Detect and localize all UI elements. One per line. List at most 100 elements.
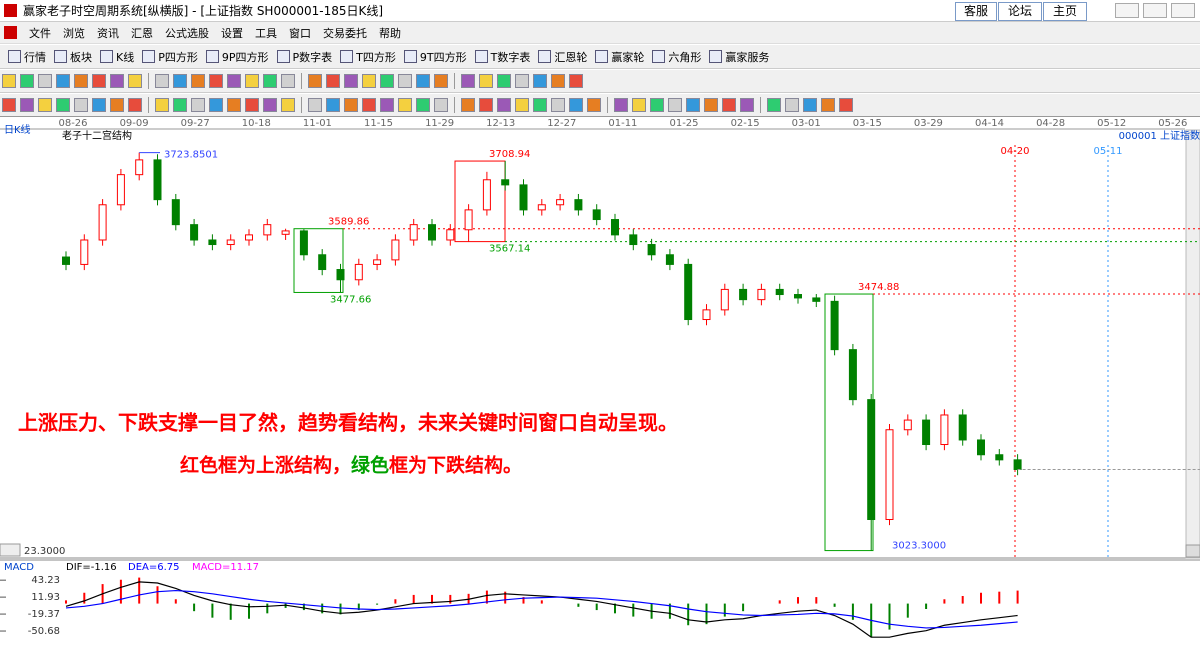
toolbar-icon[interactable]: [362, 98, 376, 112]
toolbar-icon[interactable]: [209, 74, 223, 88]
toolbar-icon[interactable]: [92, 98, 106, 112]
maximize-button[interactable]: [1143, 3, 1167, 18]
toolbar-icon[interactable]: [173, 74, 187, 88]
toolbar-icon[interactable]: [56, 74, 70, 88]
toolbar-button[interactable]: P四方形: [142, 49, 198, 65]
toolbar-icon[interactable]: [434, 74, 448, 88]
toolbar-icon[interactable]: [497, 74, 511, 88]
toolbar-icon[interactable]: [704, 98, 718, 112]
toolbar-icon[interactable]: [56, 98, 70, 112]
toolbar-icon[interactable]: [416, 74, 430, 88]
toolbar-icon[interactable]: [308, 98, 322, 112]
toolbar-icon[interactable]: [20, 98, 34, 112]
toolbar-button[interactable]: 板块: [54, 49, 92, 65]
link-button[interactable]: 论坛: [998, 2, 1042, 21]
close-button[interactable]: [1171, 3, 1195, 18]
toolbar-icon[interactable]: [38, 98, 52, 112]
toolbar-icon[interactable]: [245, 98, 259, 112]
toolbar-icon[interactable]: [821, 98, 835, 112]
menu-item[interactable]: 工具: [255, 26, 277, 40]
toolbar-button[interactable]: 9P四方形: [205, 49, 269, 65]
toolbar-button[interactable]: K线: [100, 49, 134, 65]
toolbar-icon[interactable]: [191, 98, 205, 112]
toolbar-icon[interactable]: [2, 98, 16, 112]
toolbar-button[interactable]: 赢家轮: [595, 49, 644, 65]
toolbar-icon[interactable]: [479, 74, 493, 88]
toolbar-icon[interactable]: [173, 98, 187, 112]
toolbar-icon[interactable]: [191, 74, 205, 88]
toolbar-icon[interactable]: [308, 74, 322, 88]
menu-item[interactable]: 公式选股: [165, 26, 209, 40]
toolbar-icon[interactable]: [722, 98, 736, 112]
toolbar-icon[interactable]: [380, 74, 394, 88]
toolbar-icon[interactable]: [668, 98, 682, 112]
toolbar-icon[interactable]: [434, 98, 448, 112]
menu-item[interactable]: 交易委托: [323, 26, 367, 40]
toolbar-icon[interactable]: [614, 98, 628, 112]
toolbar-icon[interactable]: [155, 98, 169, 112]
toolbar-icon[interactable]: [461, 74, 475, 88]
link-button[interactable]: 主页: [1043, 2, 1087, 21]
toolbar-icon[interactable]: [344, 98, 358, 112]
menu-item[interactable]: 窗口: [289, 26, 311, 40]
toolbar-icon[interactable]: [326, 98, 340, 112]
toolbar-icon[interactable]: [281, 98, 295, 112]
toolbar-icon[interactable]: [362, 74, 376, 88]
toolbar-icon[interactable]: [38, 74, 52, 88]
toolbar-button[interactable]: 汇恩轮: [538, 49, 587, 65]
toolbar-icon[interactable]: [74, 98, 88, 112]
toolbar-icon[interactable]: [551, 98, 565, 112]
toolbar-icon[interactable]: [227, 74, 241, 88]
toolbar-icon[interactable]: [110, 98, 124, 112]
toolbar-icon[interactable]: [650, 98, 664, 112]
toolbar-icon[interactable]: [569, 74, 583, 88]
toolbar-icon[interactable]: [515, 74, 529, 88]
toolbar-icon[interactable]: [209, 98, 223, 112]
toolbar-button[interactable]: T四方形: [340, 49, 396, 65]
link-button[interactable]: 客服: [955, 2, 997, 21]
toolbar-icon[interactable]: [380, 98, 394, 112]
toolbar-icon[interactable]: [2, 74, 16, 88]
toolbar-icon[interactable]: [245, 74, 259, 88]
toolbar-icon[interactable]: [92, 74, 106, 88]
toolbar-icon[interactable]: [686, 98, 700, 112]
toolbar-icon[interactable]: [839, 98, 853, 112]
menu-item[interactable]: 汇恩: [131, 26, 153, 40]
toolbar-icon[interactable]: [110, 74, 124, 88]
menu-item[interactable]: 设置: [221, 26, 243, 40]
menu-item[interactable]: 浏览: [63, 26, 85, 40]
toolbar-icon[interactable]: [461, 98, 475, 112]
toolbar-button[interactable]: 赢家服务: [709, 49, 769, 65]
toolbar-icon[interactable]: [515, 98, 529, 112]
toolbar-button[interactable]: 行情: [8, 49, 46, 65]
toolbar-icon[interactable]: [263, 98, 277, 112]
toolbar-icon[interactable]: [281, 74, 295, 88]
toolbar-icon[interactable]: [569, 98, 583, 112]
toolbar-icon[interactable]: [416, 98, 430, 112]
toolbar-icon[interactable]: [551, 74, 565, 88]
toolbar-button[interactable]: T数字表: [474, 49, 530, 65]
toolbar-icon[interactable]: [344, 74, 358, 88]
toolbar-button[interactable]: 六角形: [652, 49, 701, 65]
menu-item[interactable]: 文件: [29, 26, 51, 40]
toolbar-icon[interactable]: [155, 74, 169, 88]
toolbar-icon[interactable]: [767, 98, 781, 112]
toolbar-icon[interactable]: [479, 98, 493, 112]
minimize-button[interactable]: [1115, 3, 1139, 18]
toolbar-icon[interactable]: [533, 98, 547, 112]
toolbar-icon[interactable]: [128, 74, 142, 88]
toolbar-icon[interactable]: [803, 98, 817, 112]
toolbar-icon[interactable]: [128, 98, 142, 112]
toolbar-icon[interactable]: [398, 74, 412, 88]
toolbar-button[interactable]: 9T四方形: [403, 49, 467, 65]
toolbar-button[interactable]: P数字表: [276, 49, 332, 65]
toolbar-icon[interactable]: [785, 98, 799, 112]
toolbar-icon[interactable]: [227, 98, 241, 112]
toolbar-icon[interactable]: [74, 74, 88, 88]
toolbar-icon[interactable]: [632, 98, 646, 112]
toolbar-icon[interactable]: [533, 74, 547, 88]
toolbar-icon[interactable]: [326, 74, 340, 88]
toolbar-icon[interactable]: [740, 98, 754, 112]
toolbar-icon[interactable]: [263, 74, 277, 88]
toolbar-icon[interactable]: [497, 98, 511, 112]
